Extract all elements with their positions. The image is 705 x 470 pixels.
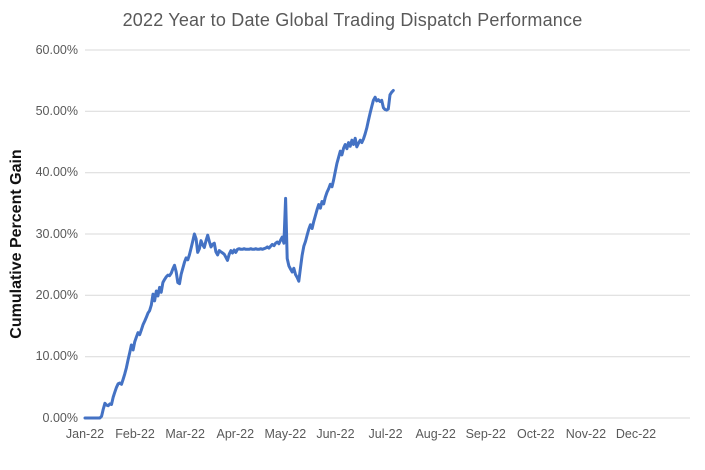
x-tick-label: Sep-22 — [465, 427, 506, 441]
y-tick-label: 20.00% — [35, 287, 78, 302]
x-tick-label: Jan-22 — [65, 427, 105, 441]
x-tick-label: Aug-22 — [415, 427, 456, 441]
x-tick-label: Feb-22 — [115, 427, 155, 441]
x-tick-label: Mar-22 — [165, 427, 205, 441]
y-tick-label: 50.00% — [35, 103, 78, 118]
chart-title: 2022 Year to Date Global Trading Dispatc… — [122, 10, 583, 30]
y-tick-label: 60.00% — [35, 42, 78, 57]
x-tick-label: Dec-22 — [615, 427, 657, 441]
x-tick-label: Apr-22 — [216, 427, 255, 441]
y-tick-label: 10.00% — [35, 349, 78, 364]
x-tick-label: Oct-22 — [517, 427, 555, 441]
plot-area — [83, 49, 690, 420]
y-tick-label: 40.00% — [35, 165, 78, 180]
y-tick-label: 0.00% — [42, 410, 78, 425]
x-tick-label: Jun-22 — [316, 427, 355, 441]
x-tick-label: May-22 — [264, 427, 307, 441]
x-tick-label: Nov-22 — [565, 427, 607, 441]
x-tick-label: Jul-22 — [368, 427, 403, 441]
series-line — [83, 89, 395, 420]
y-tick-label: 30.00% — [35, 226, 78, 241]
